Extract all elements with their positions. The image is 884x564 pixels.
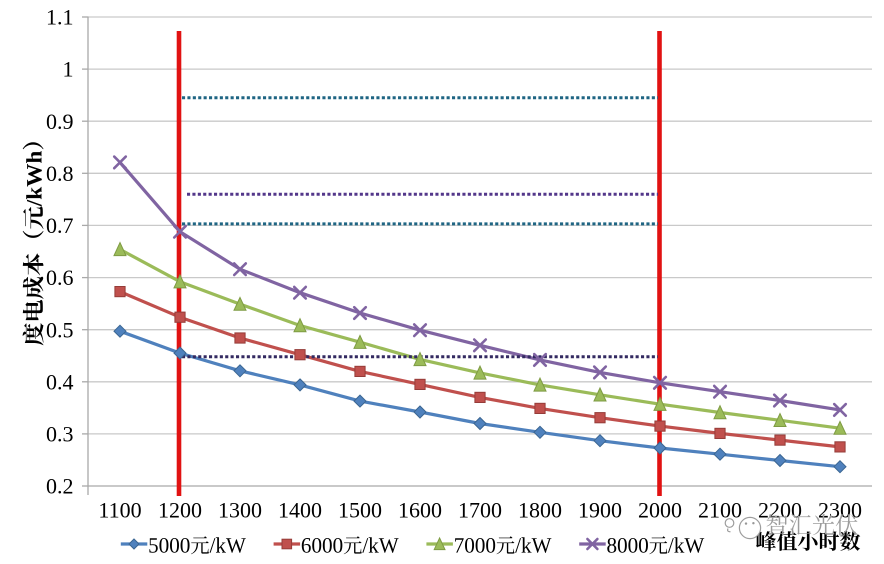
- svg-text:1500: 1500: [338, 498, 382, 523]
- svg-text:1200: 1200: [158, 498, 202, 523]
- svg-text:0.7: 0.7: [46, 213, 74, 238]
- svg-text:0.6: 0.6: [46, 265, 74, 290]
- svg-text:1.1: 1.1: [46, 5, 74, 30]
- svg-text:1100: 1100: [98, 498, 141, 523]
- svg-text:1800: 1800: [518, 498, 562, 523]
- svg-text:1400: 1400: [278, 498, 322, 523]
- svg-text:1900: 1900: [578, 498, 622, 523]
- svg-text:0.5: 0.5: [46, 317, 74, 342]
- svg-text:0.9: 0.9: [46, 109, 74, 134]
- svg-text:0.4: 0.4: [46, 369, 74, 394]
- svg-text:0.8: 0.8: [46, 161, 74, 186]
- svg-text:2100: 2100: [698, 498, 742, 523]
- svg-text:2000: 2000: [638, 498, 682, 523]
- svg-text:1600: 1600: [398, 498, 442, 523]
- svg-text:0.2: 0.2: [46, 474, 74, 499]
- svg-text:0.3: 0.3: [46, 422, 74, 447]
- svg-text:1: 1: [63, 57, 74, 82]
- svg-text:1300: 1300: [218, 498, 262, 523]
- svg-text:1700: 1700: [458, 498, 502, 523]
